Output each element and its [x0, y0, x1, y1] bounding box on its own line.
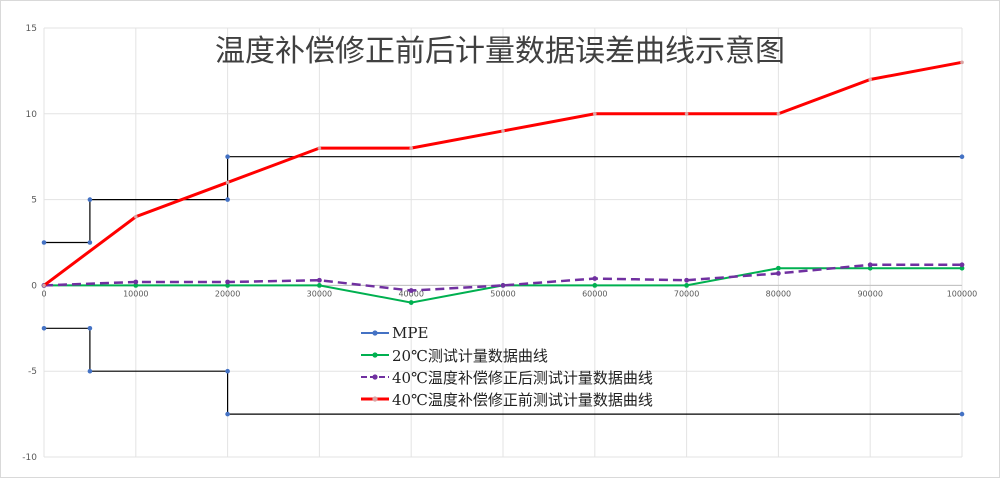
series-2-point: [592, 283, 598, 288]
legend-item: MPE: [360, 322, 653, 344]
mpe-point: [225, 411, 230, 417]
mpe-point: [87, 240, 93, 245]
legend-label: 40℃温度补偿修正后测试计量数据曲线: [392, 368, 653, 387]
x-tick-label: 0: [41, 289, 46, 298]
series-4-point: [684, 112, 689, 116]
legend-label: 40℃温度补偿修正前测试计量数据曲线: [392, 390, 653, 409]
x-tick-label: 90000: [857, 289, 882, 298]
series-2-point: [867, 265, 873, 271]
x-tick-label: 30000: [307, 289, 332, 298]
legend-swatch: [360, 326, 390, 340]
series-3-point: [133, 279, 139, 285]
y-tick-label: 5: [31, 196, 37, 206]
y-tick-label: 0: [31, 281, 37, 291]
series-2-point: [225, 283, 231, 288]
legend-item: 20℃测试计量数据曲线: [360, 344, 653, 366]
y-tick-label: -5: [28, 367, 37, 377]
series-4-point: [776, 112, 781, 116]
series-4-point: [593, 112, 597, 116]
y-tick-label: 15: [26, 24, 37, 34]
mpe-point: [41, 240, 47, 245]
series-2-point: [317, 283, 322, 288]
x-tick-label: 20000: [215, 289, 240, 298]
y-tick-label: 10: [26, 110, 38, 120]
series-4-point: [960, 60, 964, 65]
series-3-point: [408, 288, 414, 293]
series-3-point: [959, 262, 965, 268]
series-3-point: [776, 270, 781, 276]
legend-swatch: [360, 392, 390, 406]
series-2-point: [959, 265, 965, 271]
x-tick-label: 50000: [490, 289, 515, 298]
series-4-point: [134, 214, 138, 219]
chart-legend: MPE 20℃测试计量数据曲线 40℃温度补偿修正后测试计量数据曲线 40℃温度补偿修…: [360, 322, 653, 410]
legend-label: MPE: [392, 324, 429, 342]
mpe-point: [959, 154, 965, 159]
series-4-point: [868, 77, 872, 82]
series-4-point: [42, 283, 46, 288]
series-2-point: [133, 283, 139, 288]
mpe-point: [225, 154, 230, 159]
series-4-point: [317, 146, 322, 150]
mpe-point: [225, 368, 230, 374]
x-tick-label: 70000: [674, 289, 699, 298]
series-4-point: [409, 146, 414, 150]
mpe-point: [959, 411, 965, 417]
legend-item: 40℃温度补偿修正前测试计量数据曲线: [360, 388, 653, 410]
series-2-point: [408, 300, 414, 305]
series-3-point: [317, 277, 322, 283]
x-tick-label: 40000: [398, 289, 423, 298]
legend-label: 20℃测试计量数据曲线: [392, 346, 548, 365]
series-3-point: [500, 283, 506, 288]
mpe-point: [87, 368, 93, 374]
series-2-point: [684, 283, 689, 288]
legend-item: 40℃温度补偿修正后测试计量数据曲线: [360, 366, 653, 388]
x-tick-label: 100000: [947, 289, 978, 298]
mpe-point: [41, 326, 47, 331]
series-4-point: [225, 180, 230, 185]
mpe-lower-line: [44, 327, 962, 415]
y-tick-label: -10: [22, 453, 37, 463]
x-tick-label: 10000: [123, 289, 148, 298]
legend-swatch: [360, 348, 390, 362]
series-3-point: [592, 276, 598, 281]
series-2-point: [776, 265, 781, 271]
series-3-point: [867, 262, 873, 268]
x-tick-label: 60000: [582, 289, 607, 298]
mpe-point: [87, 197, 93, 202]
chart-title: 温度补偿修正前后计量数据误差曲线示意图: [215, 34, 785, 69]
mpe-point: [87, 326, 93, 331]
legend-swatch: [360, 370, 390, 384]
series-3-point: [684, 277, 689, 283]
mpe-upper-line: [44, 156, 962, 244]
series-3-point: [225, 279, 231, 285]
mpe-point: [225, 197, 230, 202]
series-4-point: [501, 129, 505, 133]
x-tick-label: 80000: [766, 289, 791, 298]
